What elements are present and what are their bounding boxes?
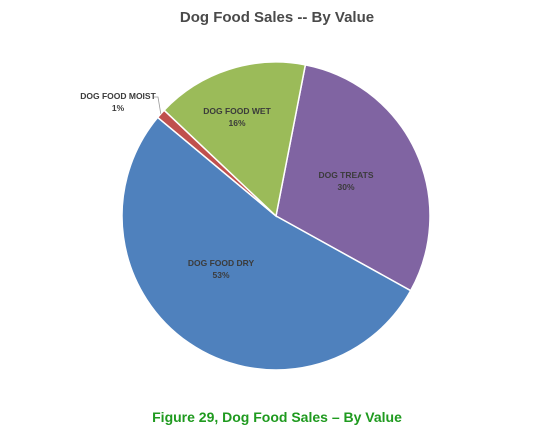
- slice-value-dog-food-wet: 16%: [228, 118, 245, 128]
- slice-label-dog-food-moist: DOG FOOD MOIST: [80, 91, 156, 101]
- slice-label-dog-treats: DOG TREATS: [318, 170, 373, 180]
- leader-line-dog-food-moist: [154, 96, 162, 114]
- slice-label-dog-food-dry: DOG FOOD DRY: [188, 258, 255, 268]
- pie-slice-dog-food-dry: [121, 116, 412, 371]
- pie-slice-dog-treats: [275, 63, 431, 292]
- figure-caption: Figure 29, Dog Food Sales – By Value: [152, 409, 402, 425]
- slice-value-dog-food-dry: 53%: [212, 270, 229, 280]
- slice-label-dog-food-wet: DOG FOOD WET: [203, 106, 271, 116]
- slice-value-dog-treats: 30%: [337, 182, 354, 192]
- pie-slice-dog-food-wet: [163, 61, 307, 218]
- slice-value-dog-food-moist: 1%: [112, 103, 125, 113]
- chart-title: Dog Food Sales -- By Value: [179, 9, 375, 26]
